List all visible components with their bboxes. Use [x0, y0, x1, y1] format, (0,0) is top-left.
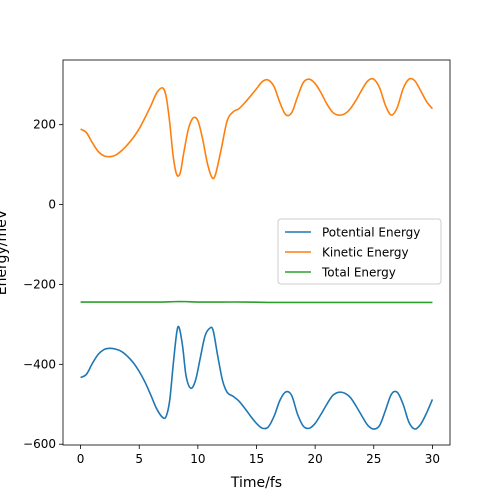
- y-axis-label: Energy/meV: [0, 209, 10, 295]
- legend-box: [277, 218, 442, 285]
- x-tick-label: 5: [135, 452, 143, 466]
- legend-label-potential-energy: Potential Energy: [322, 226, 420, 240]
- series-line-kinetic-energy: [80, 77, 434, 180]
- plot-frame: [62, 59, 451, 446]
- x-tick-label: 0: [77, 452, 85, 466]
- series-line-potential-energy: [80, 325, 434, 430]
- ticks-layer: 0 5 10 15 20 25 30 −600 −400 −200 0 200: [23, 118, 440, 466]
- x-axis-label: Time/fs: [230, 475, 282, 491]
- y-tick-label: −200: [23, 277, 56, 291]
- legend-label-kinetic-energy: Kinetic Energy: [322, 246, 409, 260]
- x-tick-label: 30: [425, 452, 440, 466]
- lines-layer: [80, 77, 434, 430]
- x-tick-label: 25: [366, 452, 381, 466]
- y-tick-label: −600: [23, 437, 56, 451]
- y-tick-label: 200: [33, 118, 56, 132]
- x-tick-label: 10: [190, 452, 205, 466]
- legend-label-total-energy: Total Energy: [321, 266, 396, 280]
- series-line-total-energy: [80, 300, 433, 304]
- y-tick-label: −400: [23, 357, 56, 371]
- x-tick-label: 15: [249, 452, 264, 466]
- x-tick-label: 20: [307, 452, 322, 466]
- y-tick-label: 0: [48, 198, 56, 212]
- legend: Potential Energy Kinetic Energy Total Ener…: [277, 218, 442, 285]
